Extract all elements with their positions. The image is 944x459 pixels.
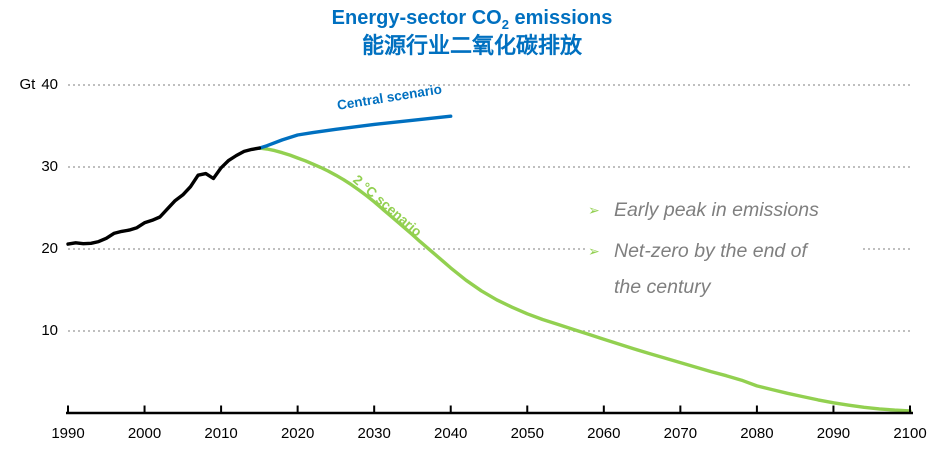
chart-subtitle-chinese: 能源行业二氧化碳排放 xyxy=(361,33,582,58)
central-series-line xyxy=(257,114,453,150)
x-tick-2000: 2000 xyxy=(127,425,162,442)
title-subscript: 2 xyxy=(501,17,509,32)
bullet-early-peak: ➢ Early peak in emissions xyxy=(588,192,863,228)
y-tick-40: Gt 40 xyxy=(19,76,58,93)
annotation-text: Net-zero by the end of the century xyxy=(614,240,807,298)
title-text-suffix: emissions xyxy=(508,7,613,29)
annotation-list: ➢ Early peak in emissions ➢ Net-zero by … xyxy=(588,192,863,310)
arrow-bullet-icon: ➢ xyxy=(588,202,600,218)
title-text: Energy-sector CO xyxy=(331,7,502,29)
x-tick-2050: 2050 xyxy=(510,425,544,442)
x-tick-2060: 2060 xyxy=(587,425,621,442)
x-tick-2100: 2100 xyxy=(893,425,927,442)
y-tick-20: 20 xyxy=(41,240,58,257)
x-tick-2010: 2010 xyxy=(204,425,238,442)
chart-title: Energy-sector CO2 emissions xyxy=(0,5,944,31)
x-tick-1990: 1990 xyxy=(51,425,85,442)
y-tick-30: 30 xyxy=(41,158,58,175)
x-tick-2040: 2040 xyxy=(434,425,468,442)
x-tick-2030: 2030 xyxy=(357,425,391,442)
y-axis-unit: Gt xyxy=(19,76,36,93)
x-tick-2090: 2090 xyxy=(816,425,851,442)
x-tick-2020: 2020 xyxy=(280,425,315,442)
two_degree-series-line xyxy=(257,146,912,413)
x-tick-2080: 2080 xyxy=(740,425,774,442)
historical-series-line xyxy=(66,146,262,246)
y-tick-10: 10 xyxy=(41,322,58,339)
bullet-net-zero: ➢ Net-zero by the end of the century xyxy=(588,233,863,305)
x-tick-2070: 2070 xyxy=(663,425,698,442)
arrow-bullet-icon: ➢ xyxy=(588,243,600,259)
annotation-text: Early peak in emissions xyxy=(614,199,819,221)
